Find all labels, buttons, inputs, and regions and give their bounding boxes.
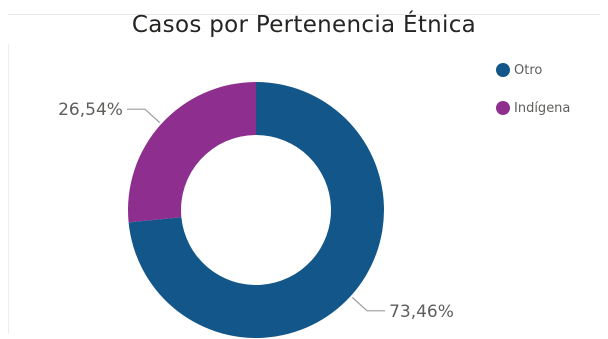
legend: Otro Indígena — [496, 60, 570, 136]
side-divider — [8, 44, 9, 334]
legend-label-indigena: Indígena — [514, 100, 571, 116]
top-divider — [8, 14, 600, 15]
legend-swatch-otro — [496, 63, 510, 77]
slice-otro[interactable] — [128, 82, 384, 338]
legend-item-indigena[interactable]: Indígena — [496, 98, 570, 118]
slice-indgena[interactable] — [127, 82, 256, 223]
data-label-0: 73,46% — [389, 302, 454, 322]
legend-label-otro: Otro — [514, 62, 543, 78]
legend-swatch-indigena — [496, 101, 510, 115]
legend-item-otro[interactable]: Otro — [496, 60, 570, 80]
leader-line-1 — [126, 108, 161, 124]
data-label-1: 26,54% — [58, 100, 123, 120]
leader-line-0 — [351, 296, 386, 312]
chart-title: Casos por Pertenencia Étnica — [131, 12, 477, 38]
